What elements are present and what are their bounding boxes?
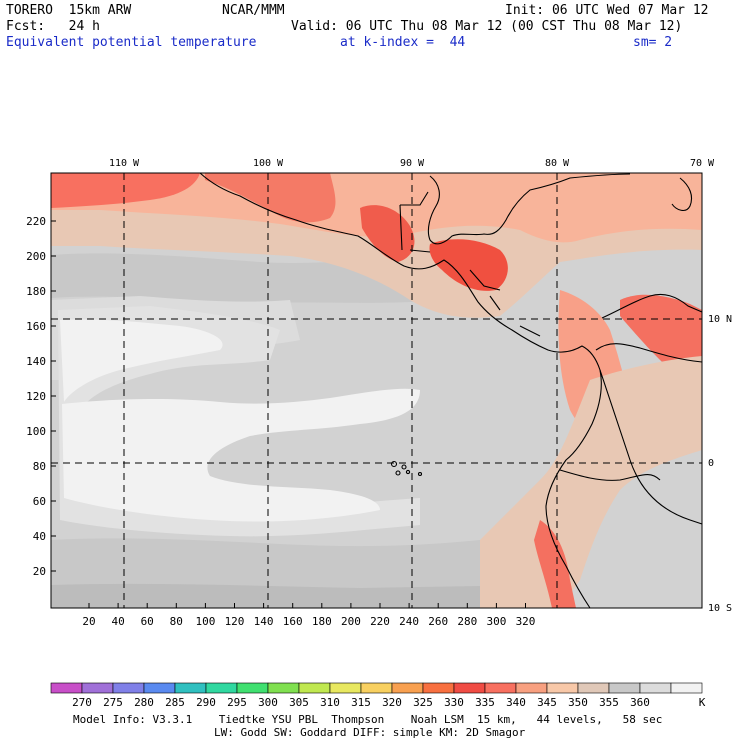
- lon-label: 100 W: [253, 158, 284, 169]
- lon-label: 90 W: [400, 158, 425, 169]
- x-tick-label: 160: [283, 615, 303, 628]
- colorbar-label: 305: [289, 696, 309, 709]
- x-tick-label: 120: [225, 615, 245, 628]
- x-tick-label: 40: [111, 615, 124, 628]
- colorbar-swatch: [112, 682, 145, 694]
- y-axis-ticks: 20 40 60 80 100 120 140 160 180 200 220: [26, 215, 56, 578]
- colorbar-swatch: [391, 682, 424, 694]
- colorbar-label: 335: [475, 696, 495, 709]
- lat-label: 10 S: [708, 603, 732, 614]
- lon-label: 80 W: [545, 158, 570, 169]
- colorbar-swatch: [360, 682, 393, 694]
- colorbar-swatch: [484, 682, 517, 694]
- colorbar-label: 280: [134, 696, 154, 709]
- colorbar-label: 295: [227, 696, 247, 709]
- organization: NCAR/MMM: [222, 3, 285, 18]
- x-tick-label: 260: [428, 615, 448, 628]
- y-tick-label: 60: [33, 495, 46, 508]
- colorbar-swatch: [174, 682, 207, 694]
- colorbar-label: 360: [630, 696, 650, 709]
- model-title: TORERO 15km ARW: [6, 3, 132, 18]
- longitude-labels: 110 W 100 W 90 W 80 W 70 W: [109, 158, 715, 169]
- y-tick-label: 20: [33, 565, 46, 578]
- colorbar-label: 325: [413, 696, 433, 709]
- model-info-line2: LW: Godd SW: Goddard DIFF: simple KM: 2D…: [214, 726, 526, 739]
- colorbar-swatch: [81, 682, 114, 694]
- field-name: Equivalent potential temperature: [6, 35, 257, 50]
- colorbar-swatch: [422, 682, 455, 694]
- latitude-labels: 10 N 0 10 S: [708, 314, 732, 614]
- colorbar-swatch: [608, 682, 641, 694]
- colorbar-swatch: [50, 682, 83, 694]
- y-tick-label: 180: [26, 285, 46, 298]
- colorbar-swatch: [453, 682, 486, 694]
- y-tick-label: 160: [26, 320, 46, 333]
- lat-label: 0: [708, 458, 714, 469]
- y-tick-label: 80: [33, 460, 46, 473]
- y-tick-label: 100: [26, 425, 46, 438]
- colorbar-swatch: [298, 682, 331, 694]
- colorbar-swatch: [143, 682, 176, 694]
- colorbar-swatch: [670, 682, 703, 694]
- lon-label: 70 W: [690, 158, 715, 169]
- lat-lon-grid: [51, 173, 702, 608]
- map-frame: [50, 172, 703, 609]
- lat-label: 10 N: [708, 314, 732, 325]
- colorbar-label: 330: [444, 696, 464, 709]
- x-axis-ticks: 20 40 60 80 100 120 140 160 180 200 220 240 260 280 30…: [82, 603, 535, 628]
- x-tick-label: 60: [141, 615, 154, 628]
- colorbar-swatch: [267, 682, 300, 694]
- colorbar-labels: 270 275 280 285 290 295 300 305 310 315 320 325 330 3…: [72, 696, 650, 709]
- colorbar-label: 285: [165, 696, 185, 709]
- lon-label: 110 W: [109, 158, 140, 169]
- colorbar-label: 310: [320, 696, 340, 709]
- colorbar-label: 320: [382, 696, 402, 709]
- y-tick-label: 140: [26, 355, 46, 368]
- y-tick-label: 220: [26, 215, 46, 228]
- x-tick-label: 140: [254, 615, 274, 628]
- colorbar: [50, 682, 703, 694]
- colorbar-swatch: [577, 682, 610, 694]
- y-tick-label: 200: [26, 250, 46, 263]
- colorbar-swatch: [205, 682, 238, 694]
- y-tick-label: 120: [26, 390, 46, 403]
- colorbar-label: 355: [599, 696, 619, 709]
- colorbar-swatch: [639, 682, 672, 694]
- valid-time: Valid: 06 UTC Thu 08 Mar 12 (00 CST Thu …: [291, 19, 683, 34]
- colorbar-label: 345: [537, 696, 557, 709]
- x-tick-label: 320: [516, 615, 536, 628]
- colorbar-label: 340: [506, 696, 526, 709]
- y-tick-label: 40: [33, 530, 46, 543]
- level-label: at k-index = 44: [340, 35, 466, 50]
- smoothing-label: sm= 2: [633, 35, 673, 50]
- coastlines: [199, 172, 703, 609]
- x-tick-label: 80: [170, 615, 183, 628]
- colorbar-label: 275: [103, 696, 123, 709]
- x-tick-label: 280: [457, 615, 477, 628]
- x-tick-label: 220: [370, 615, 390, 628]
- colorbar-label: 290: [196, 696, 216, 709]
- x-tick-label: 100: [195, 615, 215, 628]
- warm-shading: [51, 173, 702, 608]
- x-tick-label: 180: [312, 615, 332, 628]
- x-tick-label: 300: [486, 615, 506, 628]
- model-info-line1: Model Info: V3.3.1 Tiedtke YSU PBL Thomp…: [73, 713, 662, 726]
- colorbar-label: 300: [258, 696, 278, 709]
- colorbar-swatch: [515, 682, 548, 694]
- forecast-hour: Fcst: 24 h: [6, 19, 100, 34]
- colorbar-swatch: [329, 682, 362, 694]
- init-time: Init: 06 UTC Wed 07 Mar 12: [505, 3, 709, 18]
- x-tick-label: 240: [399, 615, 419, 628]
- x-tick-label: 20: [82, 615, 95, 628]
- colorbar-swatch: [236, 682, 269, 694]
- colorbar-swatch: [546, 682, 579, 694]
- colorbar-label: 315: [351, 696, 371, 709]
- colorbar-label: 270: [72, 696, 92, 709]
- colorbar-label: 350: [568, 696, 588, 709]
- colorbar-unit: K: [699, 696, 706, 709]
- x-tick-label: 200: [341, 615, 361, 628]
